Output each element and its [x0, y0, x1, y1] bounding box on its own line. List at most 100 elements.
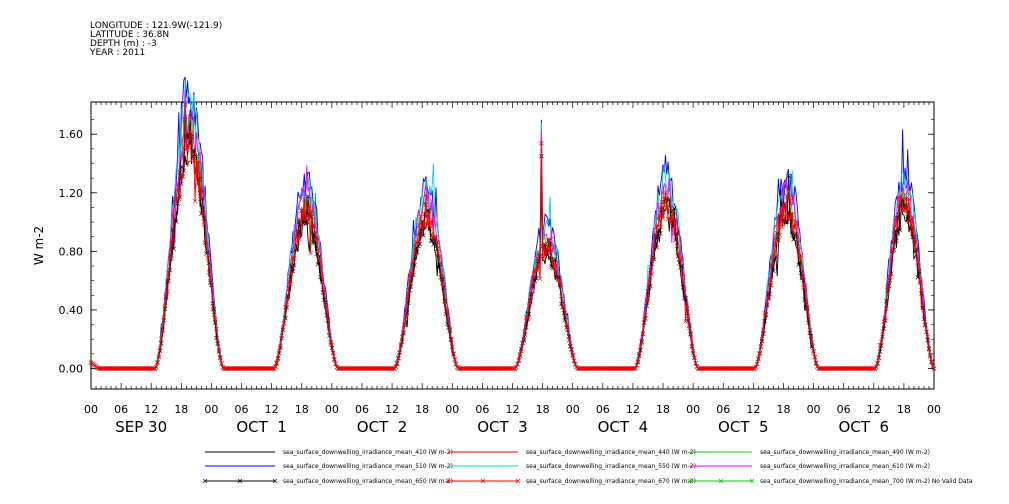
series-marker-7: [529, 294, 534, 300]
series-marker-6: [796, 262, 801, 267]
series-marker-7: [219, 361, 224, 366]
x-tick-label: 12: [746, 403, 760, 416]
x-tick-label: 06: [837, 403, 851, 416]
x-tick-label: 00: [445, 403, 459, 416]
series-marker-7: [333, 361, 338, 366]
series-marker-6: [426, 208, 431, 213]
series-marker-6: [921, 316, 927, 322]
legend-label-4: sea_surface_downwelling_irradiance_mean_…: [526, 463, 696, 470]
series-marker-6: [667, 197, 672, 202]
series-marker-7: [431, 235, 436, 241]
series-marker-7: [430, 217, 435, 222]
series-marker-7: [550, 259, 555, 264]
series-marker-7: [653, 232, 658, 237]
series-marker-7: [914, 246, 919, 251]
series-marker-7: [166, 270, 171, 276]
x-day-label: OCT 5: [718, 418, 769, 436]
series-marker-7: [189, 131, 194, 136]
series-marker-6: [880, 334, 885, 339]
series-marker-7: [323, 304, 328, 309]
series-marker-7: [803, 300, 809, 305]
series-marker-7: [516, 357, 521, 363]
series-marker-7: [214, 326, 219, 332]
series-marker-7: [541, 241, 547, 247]
series-marker-6: [915, 275, 920, 280]
series-marker-7: [781, 201, 786, 207]
series-marker-7: [782, 206, 787, 211]
series-marker-7: [446, 318, 451, 323]
series-marker-7: [895, 226, 900, 231]
series-marker-7: [278, 343, 283, 349]
series-marker-7: [689, 343, 695, 348]
series-marker-7: [433, 235, 439, 240]
series-marker-7: [172, 197, 178, 202]
legend-marker-7: [445, 478, 451, 484]
series-marker-6: [562, 317, 568, 322]
legend-marker-7: [480, 478, 486, 484]
series-marker-6: [175, 201, 180, 206]
series-marker-6: [315, 262, 321, 267]
series-marker-7: [761, 327, 766, 332]
series-marker-7: [645, 296, 651, 301]
series-marker-7: [423, 192, 429, 197]
series-marker-7: [662, 197, 667, 202]
x-tick-label: 18: [776, 403, 790, 416]
series-marker-7: [877, 342, 883, 348]
series-marker-7: [294, 230, 299, 236]
series-marker-7: [515, 361, 520, 367]
legend-label-1: sea_surface_downwelling_irradiance_mean_…: [526, 449, 696, 456]
series-marker-7: [759, 337, 765, 342]
series-marker-7: [421, 219, 426, 225]
series-marker-7: [217, 356, 223, 361]
series-marker-6: [638, 348, 643, 353]
series-marker-7: [176, 188, 182, 193]
series-marker-7: [790, 212, 795, 217]
series-marker-7: [195, 182, 200, 187]
series-marker-7: [393, 364, 399, 369]
series-marker-7: [812, 354, 818, 360]
series-marker-7: [635, 358, 641, 364]
series-marker-7: [527, 299, 533, 304]
series-marker-7: [167, 256, 173, 261]
series-marker-7: [663, 189, 668, 195]
series-marker-7: [520, 341, 525, 346]
series-marker-7: [216, 347, 222, 353]
series-marker-7: [441, 282, 446, 288]
series-marker-7: [658, 224, 663, 230]
series-marker-7: [155, 360, 160, 365]
series-marker-7: [806, 314, 811, 319]
series-marker-6: [422, 211, 427, 217]
x-tick-label: 18: [415, 403, 429, 416]
x-tick-label: 06: [716, 403, 730, 416]
series-marker-7: [397, 349, 402, 355]
series-marker-7: [422, 224, 427, 229]
series-marker-7: [156, 353, 161, 358]
legend-marker-7: [515, 478, 521, 484]
series-marker-7: [273, 364, 278, 369]
series-marker-6: [672, 206, 677, 211]
series-marker-7: [436, 251, 441, 256]
series-marker-7: [330, 351, 336, 356]
series-marker-7: [910, 215, 915, 220]
series-marker-7: [636, 351, 642, 357]
legend-label-0: sea_surface_downwelling_irradiance_mean_…: [283, 449, 453, 456]
series-marker-7: [194, 158, 199, 164]
y-tick-label: 1.60: [59, 128, 84, 141]
series-marker-7: [394, 360, 400, 366]
series-marker-7: [199, 186, 204, 191]
series-marker-6: [305, 194, 311, 199]
series-marker-7: [437, 254, 442, 260]
x-day-label: OCT 4: [598, 418, 649, 436]
series-marker-7: [687, 325, 692, 331]
series-marker-6: [194, 154, 199, 159]
series-marker-7: [157, 345, 163, 350]
series-marker-7: [669, 216, 675, 221]
series-marker-6: [427, 226, 432, 232]
series-marker-7: [190, 153, 195, 158]
series-marker-6: [905, 216, 910, 222]
series-marker-7: [757, 351, 762, 357]
x-tick-label: 00: [807, 403, 821, 416]
series-marker-7: [169, 256, 174, 261]
series-marker-6: [534, 275, 539, 281]
